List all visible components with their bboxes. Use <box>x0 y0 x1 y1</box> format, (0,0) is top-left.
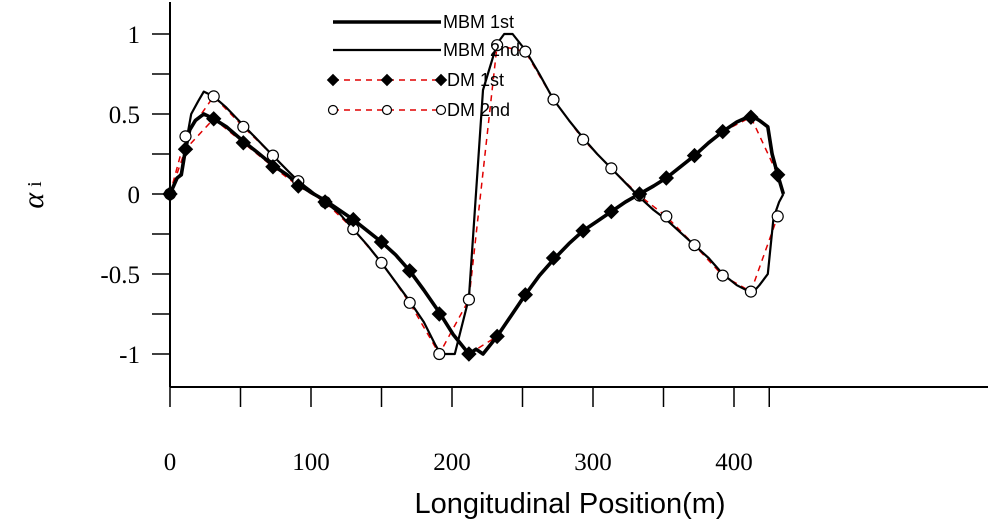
dm-1st-point <box>603 203 620 220</box>
dm-2nd-point <box>462 293 476 306</box>
dm-1st-point <box>162 186 178 202</box>
legend-label: MBM 1st <box>443 12 514 32</box>
legend-item: DM 2nd <box>327 100 510 120</box>
dm-1st-point <box>517 287 534 303</box>
x-tick-label: 300 <box>574 449 612 476</box>
dm-2nd-point <box>577 133 590 146</box>
dm-1st-point <box>177 141 194 157</box>
dm-1st-point <box>290 178 307 194</box>
x-tick-label: 100 <box>292 449 330 476</box>
dm-2nd-point <box>744 285 758 298</box>
dm-1st-point <box>715 123 731 140</box>
dm-2nd-point <box>179 130 192 143</box>
dm-1st-point <box>686 147 703 164</box>
dm-1st-point <box>631 186 648 202</box>
y-tick-label: 0 <box>128 182 141 209</box>
legend-item: MBM 1st <box>333 12 514 32</box>
dm-1st-point <box>489 328 505 345</box>
dm-1st-point <box>345 211 362 228</box>
x-tick-label: 0 <box>164 449 177 476</box>
dm-2nd-point <box>403 296 416 309</box>
dm-1st-point <box>770 167 786 183</box>
legend-marker <box>327 104 339 116</box>
dm-2nd-point <box>491 39 504 52</box>
dm-2nd-point <box>771 210 784 223</box>
legend-marker <box>434 73 448 87</box>
y-axis-label: αi <box>17 181 50 209</box>
dm-1st-point <box>235 135 252 151</box>
dm-2nd-point <box>547 93 560 106</box>
legend-marker <box>435 104 447 116</box>
dm-1st-point <box>431 306 448 322</box>
legend: MBM 1st MBM 2nd DM 1st DM 2nd <box>326 12 520 120</box>
x-axis-label: Longitudinal Position(m) <box>414 488 725 520</box>
series-dm-1st-markers <box>162 109 786 362</box>
legend-item: MBM 2nd <box>333 40 520 60</box>
dm-1st-point <box>265 159 281 175</box>
dm-1st-point <box>373 234 390 250</box>
dm-2nd-point <box>605 162 618 175</box>
dm-1st-point <box>317 194 333 210</box>
series-mbm-1st-line <box>168 112 786 356</box>
legend-label: DM 1st <box>447 70 504 90</box>
x-tick-label: 400 <box>715 449 753 476</box>
series-dm-2nd-line <box>169 44 779 356</box>
y-tick-label: 0.5 <box>109 102 140 129</box>
dm-1st-point <box>545 250 562 266</box>
x-tick-label: 200 <box>433 449 471 476</box>
y-tick-label: -1 <box>119 342 140 369</box>
legend-label: DM 2nd <box>447 100 510 120</box>
dm-2nd-point <box>237 120 250 133</box>
dm-2nd-point <box>519 45 532 58</box>
y-tick-label: 1 <box>128 22 141 49</box>
dm-1st-point <box>401 263 418 279</box>
y-tick-label: -0.5 <box>100 262 140 289</box>
legend-marker <box>381 104 393 116</box>
dm-1st-point <box>658 170 675 186</box>
dm-2nd-point <box>433 347 446 361</box>
legend-marker <box>380 73 394 87</box>
series-layer <box>162 32 786 362</box>
dm-1st-point <box>743 109 759 125</box>
dm-2nd-point <box>688 239 701 252</box>
dm-2nd-point <box>375 256 388 269</box>
dm-2nd-point <box>207 90 220 103</box>
legend-item: DM 1st <box>326 70 504 90</box>
dm-1st-point <box>461 346 477 362</box>
dm-1st-point <box>575 223 591 239</box>
dm-1st-point <box>206 111 222 127</box>
dm-2nd-point <box>716 269 729 282</box>
legend-label: MBM 2nd <box>443 40 520 60</box>
dm-2nd-point <box>660 210 673 223</box>
axes: 1 0.5 0 -0.5 -1 0 100 200 300 400 <box>100 2 988 476</box>
legend-marker <box>326 73 340 87</box>
